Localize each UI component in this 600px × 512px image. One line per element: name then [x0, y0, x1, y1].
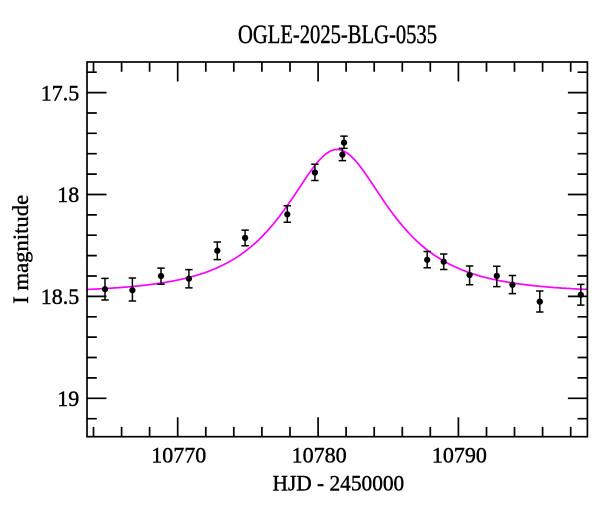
- svg-text:10780: 10780: [292, 443, 347, 468]
- svg-text:I magnitude: I magnitude: [8, 195, 33, 304]
- svg-text:18.5: 18.5: [41, 284, 80, 309]
- svg-text:OGLE-2025-BLG-0535: OGLE-2025-BLG-0535: [238, 20, 437, 49]
- svg-text:19: 19: [57, 386, 79, 411]
- svg-text:10770: 10770: [151, 443, 206, 468]
- svg-text:17.5: 17.5: [41, 80, 80, 105]
- svg-text:HJD - 2450000: HJD - 2450000: [273, 471, 405, 496]
- svg-text:18: 18: [57, 182, 79, 207]
- svg-text:10790: 10790: [432, 443, 487, 468]
